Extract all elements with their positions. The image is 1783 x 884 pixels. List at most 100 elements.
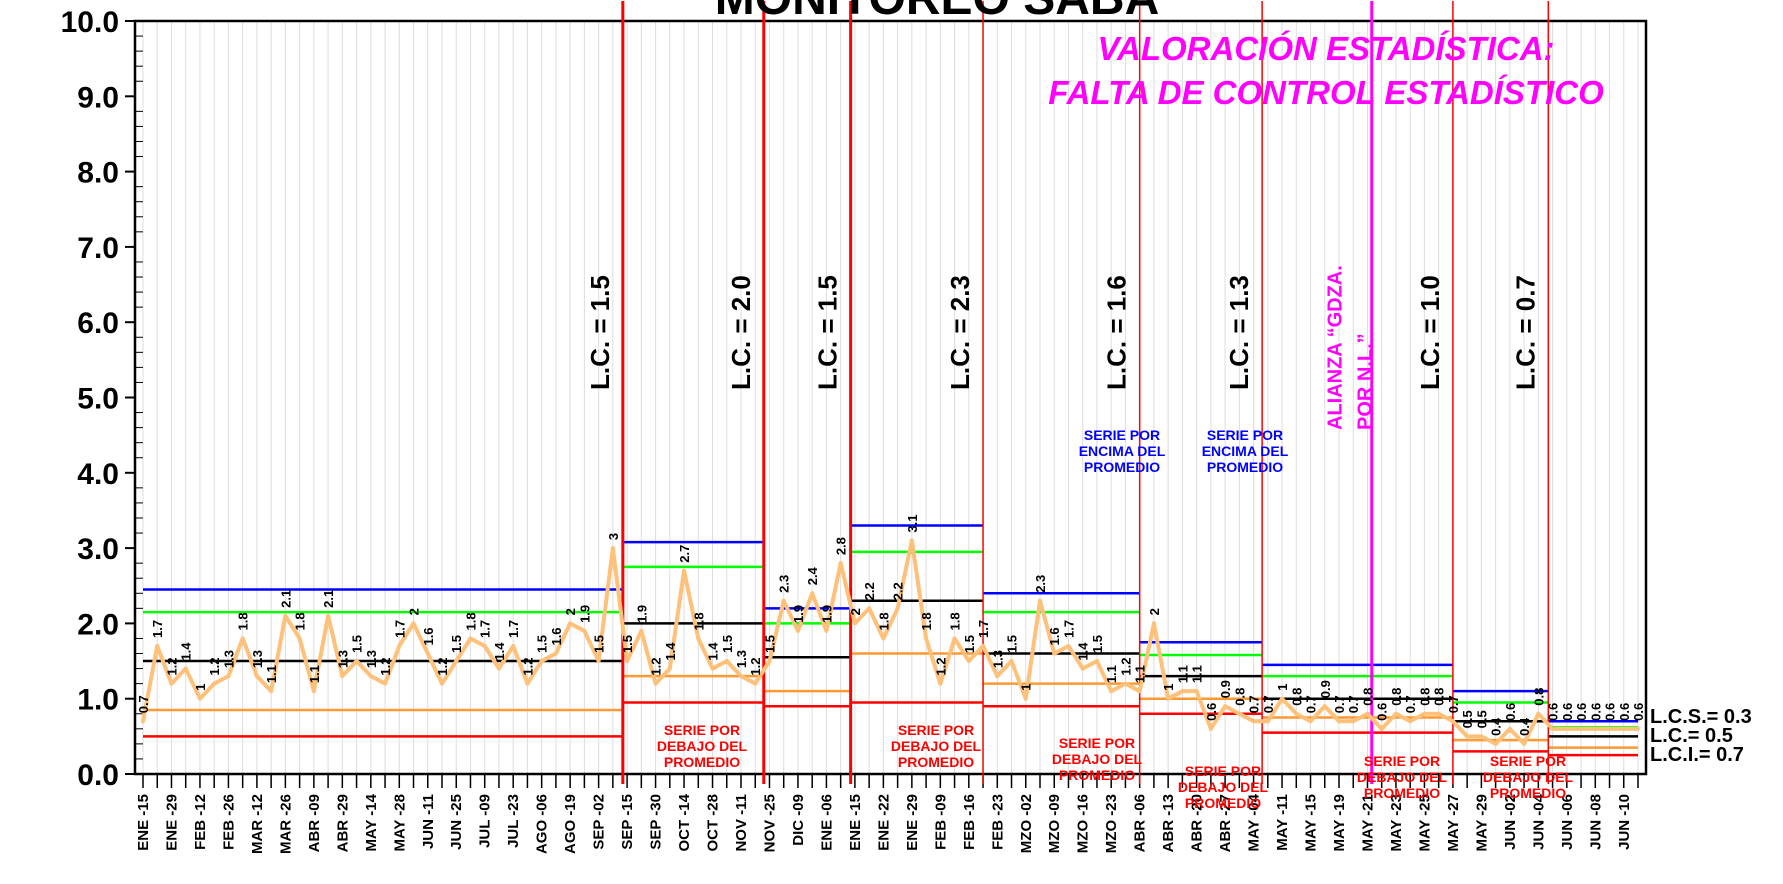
data-label: 0.8 <box>1289 688 1304 706</box>
data-point <box>454 659 459 664</box>
data-label: 2.2 <box>891 582 906 600</box>
data-point <box>354 659 359 664</box>
data-label: 1.8 <box>948 612 963 630</box>
data-label: 0.6 <box>1546 703 1561 721</box>
data-label: 0.6 <box>1617 703 1632 721</box>
data-label: 0.6 <box>1574 703 1589 721</box>
data-point <box>1094 659 1099 664</box>
annotation-below: PROMEDIO <box>1364 785 1440 801</box>
data-point <box>582 628 587 633</box>
x-tick-label: JUN -06 <box>1559 794 1576 850</box>
data-point <box>1351 719 1356 724</box>
data-point <box>1166 696 1171 701</box>
data-label: 1.7 <box>976 620 991 638</box>
x-tick-label: MZO -23 <box>1103 794 1120 853</box>
data-point <box>1536 711 1541 716</box>
data-point <box>553 651 558 656</box>
data-point <box>966 659 971 664</box>
data-label: 1.5 <box>620 635 635 653</box>
data-label: 1.7 <box>150 620 165 638</box>
data-label: 0.8 <box>1417 688 1432 706</box>
data-point <box>610 546 615 551</box>
data-point <box>141 719 145 724</box>
annotation-below: SERIE POR <box>898 722 974 738</box>
divider-label: L.C. = 1.0 <box>1415 275 1445 390</box>
data-point <box>482 643 487 648</box>
y-tick-label: 0.0 <box>77 759 119 792</box>
data-label: 1.4 <box>663 642 678 661</box>
y-tick-label: 9.0 <box>77 81 119 114</box>
data-point <box>1550 726 1555 731</box>
data-point <box>1080 666 1085 671</box>
x-tick-label: ABR -20 <box>1189 794 1206 852</box>
data-point <box>1365 711 1370 716</box>
subtitle: VALORACIÓN ESTADÍSTICA: <box>1097 30 1554 67</box>
series-line <box>141 538 1638 746</box>
data-label: 2.3 <box>1033 575 1048 593</box>
data-point <box>867 606 872 611</box>
data-point <box>1038 598 1042 603</box>
data-point <box>169 681 174 686</box>
x-tick-label: MAY -14 <box>363 793 380 851</box>
x-tick-label: FEB -26 <box>220 794 237 850</box>
x-tick-label: NOV -25 <box>761 794 778 852</box>
right-label: L.C.S.= 0.3 <box>1650 706 1752 728</box>
data-point <box>1337 719 1341 724</box>
data-label: 0.5 <box>1474 710 1489 728</box>
data-label: 1 <box>1275 683 1290 690</box>
data-label: 3.1 <box>905 514 920 532</box>
data-label: 1.3 <box>734 650 749 668</box>
data-point <box>1621 726 1626 731</box>
x-tick-label: SEP -02 <box>591 794 608 850</box>
data-point <box>1123 681 1128 686</box>
data-point <box>795 628 800 633</box>
right-label: L.C.= 0.5 <box>1650 725 1733 747</box>
data-label: 0.6 <box>1375 703 1390 721</box>
data-point <box>952 636 957 641</box>
data-point <box>1450 719 1455 724</box>
data-point <box>1593 726 1598 731</box>
data-label: 0.7 <box>1261 695 1276 713</box>
data-label: 1.5 <box>449 635 464 653</box>
data-label: 0.8 <box>1232 688 1247 706</box>
data-point <box>240 636 245 641</box>
x-tick-label: JUL -09 <box>477 794 494 848</box>
data-point <box>311 689 316 694</box>
x-tick-label: SEP -30 <box>648 794 665 850</box>
data-label: 2.3 <box>777 575 792 593</box>
data-label: 1.5 <box>720 635 735 653</box>
data-label: 1.6 <box>549 627 564 645</box>
data-label: 0.8 <box>1432 688 1447 706</box>
annotation-below: SERIE POR <box>1059 735 1135 751</box>
data-label: 2 <box>563 608 578 615</box>
data-point <box>1265 719 1270 724</box>
data-point <box>1436 711 1441 716</box>
data-label: 1.3 <box>221 650 236 668</box>
data-point <box>1137 689 1142 694</box>
x-tick-label: FEB -12 <box>192 794 209 850</box>
data-label: 1.8 <box>463 612 478 630</box>
data-label: 1.7 <box>392 620 407 638</box>
annotation-below: DEBAJO DEL <box>657 738 748 754</box>
y-tick-label: 10.0 <box>61 6 119 39</box>
x-tick-label: ENE -15 <box>847 794 864 851</box>
x-tick-label: MAY -11 <box>1274 794 1291 851</box>
data-point <box>696 636 701 641</box>
data-point <box>368 674 373 679</box>
x-tick-label: MAY -19 <box>1331 794 1348 852</box>
x-tick-label: ABR -13 <box>1160 794 1177 852</box>
data-point <box>397 643 402 648</box>
data-point <box>1579 726 1584 731</box>
data-label: 1.1 <box>1175 665 1190 683</box>
y-tick-label: 7.0 <box>77 232 119 265</box>
data-point <box>924 636 929 641</box>
x-tick-label: MAR -12 <box>249 794 266 854</box>
right-label: L.C.I.= 0.7 <box>1650 744 1744 766</box>
annotation-above: PROMEDIO <box>1207 459 1283 475</box>
data-point <box>1109 689 1114 694</box>
annotation-below: PROMEDIO <box>1185 795 1261 811</box>
data-label: 1.2 <box>378 658 393 676</box>
data-point <box>383 681 388 686</box>
data-label: 2.7 <box>677 545 692 563</box>
data-point <box>226 674 231 679</box>
